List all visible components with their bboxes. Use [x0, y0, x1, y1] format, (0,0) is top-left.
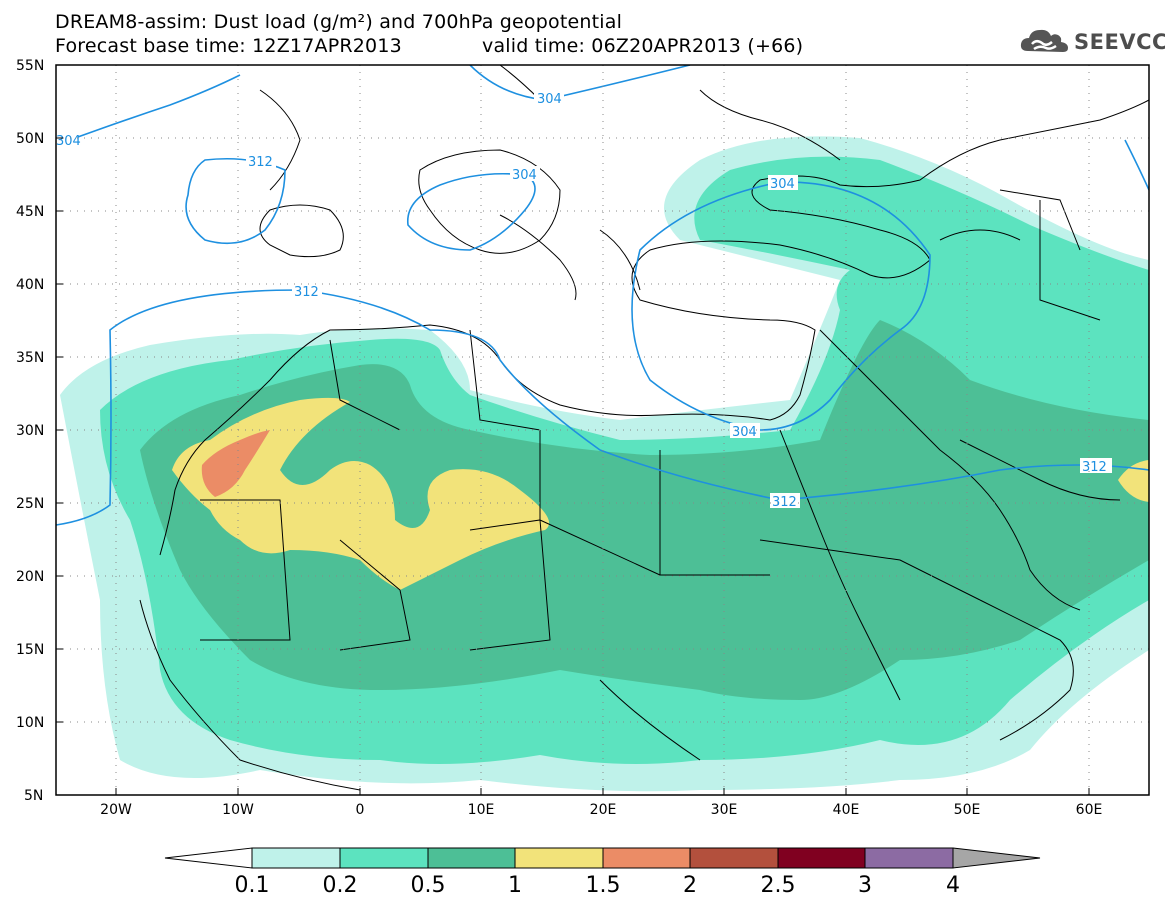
- lon-label: 60E: [1076, 802, 1103, 818]
- contour-label: 304: [512, 168, 537, 183]
- colorbar-label: 4: [946, 873, 960, 898]
- colorbar-swatch: [689, 847, 779, 869]
- contour-label: 312: [248, 155, 273, 170]
- latitude-labels: 55N 50N 45N 40N 35N 30N 25N 20N 15N 10N …: [16, 58, 44, 804]
- map-title: DREAM8-assim: Dust load (g/m²) and 700hP…: [55, 11, 623, 33]
- dust-band-0.5: [140, 320, 1149, 700]
- colorbar-label: 2.5: [761, 873, 796, 898]
- lat-label: 40N: [16, 277, 44, 293]
- lat-label: 30N: [16, 423, 44, 439]
- colorbar-label: 0.2: [323, 873, 358, 898]
- lat-label: 45N: [16, 204, 44, 220]
- lon-label: 30E: [711, 802, 738, 818]
- lon-label: 40E: [833, 802, 860, 818]
- contour-label: 304: [770, 177, 795, 192]
- longitude-labels: 20W 10W 0 10E 20E 30E 40E 50E 60E: [100, 802, 1102, 818]
- lon-label: 0: [356, 802, 365, 818]
- lat-label: 25N: [16, 496, 44, 512]
- contour-312-main: [56, 289, 1149, 526]
- lat-label: 20N: [16, 569, 44, 585]
- dust-band-1.5: [201, 430, 270, 497]
- lon-label: 20E: [590, 802, 617, 818]
- tick-marks: [56, 64, 1090, 795]
- colorbar-label: 0.1: [235, 873, 270, 898]
- graticule: [56, 65, 1149, 795]
- contour-label: 304: [537, 92, 562, 107]
- lat-label: 5N: [24, 788, 43, 804]
- contour-label: 304: [56, 134, 81, 149]
- colorbar-swatch: [777, 847, 866, 869]
- colorbar-swatch: [251, 847, 341, 869]
- colorbar-label: 0.5: [411, 873, 446, 898]
- lon-label: 20W: [100, 802, 132, 818]
- contour-304-central: [407, 172, 536, 251]
- colorbar-label: 3: [858, 873, 872, 898]
- seevccc-logo: SEEVCCC: [1018, 24, 1165, 58]
- lat-label: 10N: [16, 715, 44, 731]
- contour-label: 312: [294, 285, 319, 300]
- logo-text: SEEVCCC: [1074, 30, 1165, 54]
- dust-band-1-east: [1118, 460, 1149, 502]
- lat-label: 55N: [16, 58, 44, 74]
- colorbar-swatch: [339, 847, 429, 869]
- cloud-icon: [1020, 29, 1068, 52]
- contour-label: 304: [732, 425, 757, 440]
- colorbar-swatch: [427, 847, 516, 869]
- colorbar: [164, 847, 1041, 869]
- coastlines: [139, 65, 1149, 791]
- lon-label: 50E: [954, 802, 981, 818]
- valid-time: valid time: 06Z20APR2013 (+66): [482, 35, 804, 57]
- lon-label: 10E: [468, 802, 495, 818]
- contour-304-north: [469, 65, 691, 101]
- colorbar-swatch: [864, 847, 954, 869]
- lat-label: 35N: [16, 350, 44, 366]
- lon-label: 10W: [222, 802, 254, 818]
- dust-shading: [60, 136, 1149, 792]
- contour-label: 312: [1082, 460, 1107, 475]
- colorbar-under-arrow: [164, 847, 253, 869]
- lat-label: 15N: [16, 642, 44, 658]
- contour-304-north-west: [56, 74, 241, 146]
- contour-312-west-loop: [185, 157, 286, 245]
- colorbar-label: 1: [508, 873, 522, 898]
- colorbar-label: 2: [683, 873, 697, 898]
- colorbar-over-arrow: [952, 847, 1041, 869]
- colorbar-swatch: [602, 847, 691, 869]
- colorbar-swatch: [514, 847, 604, 869]
- forecast-base-time: Forecast base time: 12Z17APR2013: [55, 35, 402, 57]
- colorbar-labels: 0.1 0.2 0.5 1 1.5 2 2.5 3 4: [235, 873, 961, 898]
- colorbar-label: 1.5: [586, 873, 621, 898]
- dust-band-1: [172, 397, 550, 590]
- contour-30x-far-east: [1124, 139, 1149, 191]
- lat-label: 50N: [16, 131, 44, 147]
